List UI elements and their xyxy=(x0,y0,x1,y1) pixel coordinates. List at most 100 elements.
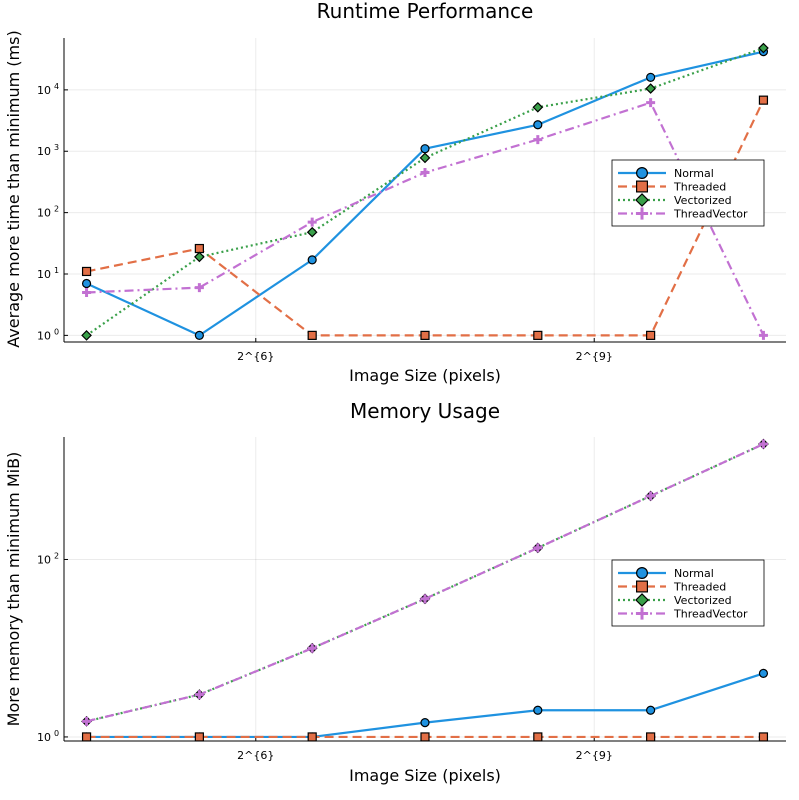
memory-y-axis-label: More memory than minimum MiB) xyxy=(4,452,23,727)
point-threaded-3 xyxy=(420,732,430,742)
y-tick-label-1: 10 xyxy=(37,268,51,281)
point-normal-3 xyxy=(420,718,430,728)
point-threaded-3 xyxy=(420,330,430,340)
memory-series xyxy=(81,438,769,742)
point-vectorized-0 xyxy=(81,330,92,341)
legend-label-normal: Normal xyxy=(674,567,714,580)
point-normal-5 xyxy=(646,72,656,82)
point-vectorized-6 xyxy=(758,42,769,54)
legend-item-threadvector: ThreadVector xyxy=(618,607,748,621)
legend-item-normal: Normal xyxy=(618,566,714,580)
series-normal xyxy=(81,668,769,742)
legend-item-vectorized: Vectorized xyxy=(618,193,732,207)
point-normal-4 xyxy=(533,120,543,130)
point-threaded-4 xyxy=(533,732,543,742)
runtime-chart-panel: Runtime Performance Image Size (pixels) … xyxy=(4,0,786,385)
y-tick-label-2: 10 xyxy=(37,207,51,220)
point-threaded-5 xyxy=(646,330,656,340)
legend-label-vectorized: Vectorized xyxy=(674,594,732,607)
series-threadvector xyxy=(82,98,768,340)
legend-label-normal: Normal xyxy=(674,167,714,180)
point-threaded-2 xyxy=(307,330,317,340)
y-tick-label-3: 10 xyxy=(37,145,51,158)
runtime-chart-title: Runtime Performance xyxy=(317,0,534,23)
series-threaded xyxy=(81,95,769,340)
y-tick-exponent-4: 4 xyxy=(54,82,59,91)
point-normal-4 xyxy=(533,705,543,715)
legend-item-threaded: Threaded xyxy=(618,580,726,594)
runtime-y-axis-label: Average more time than minimum (ms) xyxy=(4,30,23,347)
x-tick-label-0: 2^{6} xyxy=(237,350,274,363)
point-threadvector-6 xyxy=(758,439,768,449)
memory-chart-title: Memory Usage xyxy=(350,399,500,423)
legend-marker-threaded xyxy=(635,180,648,193)
legend-marker-threadvector xyxy=(635,207,649,220)
x-tick-label-0: 2^{6} xyxy=(237,749,274,762)
point-threaded-2 xyxy=(307,732,317,742)
memory-x-axis-label: Image Size (pixels) xyxy=(349,766,501,785)
point-threaded-1 xyxy=(194,243,204,254)
point-threadvector-3 xyxy=(420,168,430,178)
y-tick-exponent-0: 0 xyxy=(54,729,59,738)
runtime-axes xyxy=(63,38,786,343)
point-threaded-0 xyxy=(81,732,92,742)
point-threadvector-1 xyxy=(194,690,204,700)
point-vectorized-5 xyxy=(645,83,656,94)
point-threaded-6 xyxy=(758,732,769,742)
legend-marker-normal xyxy=(635,566,648,579)
point-threadvector-0 xyxy=(82,716,92,726)
legend-item-threadvector: ThreadVector xyxy=(618,207,748,221)
x-tick-label-1: 2^{9} xyxy=(576,749,613,762)
y-tick-exponent-1: 2 xyxy=(54,551,59,560)
y-tick-exponent-0: 0 xyxy=(54,327,59,336)
point-vectorized-4 xyxy=(532,101,544,113)
point-normal-1 xyxy=(194,330,204,340)
point-threadvector-4 xyxy=(533,543,543,553)
legend-label-vectorized: Vectorized xyxy=(674,194,732,207)
point-threadvector-2 xyxy=(307,217,317,227)
point-threaded-0 xyxy=(81,266,92,277)
runtime-x-axis-label: Image Size (pixels) xyxy=(349,366,501,385)
point-threaded-5 xyxy=(646,732,656,742)
point-normal-2 xyxy=(307,255,317,265)
legend-label-threadvector: ThreadVector xyxy=(673,608,748,621)
point-threadvector-3 xyxy=(420,594,430,604)
legend-marker-threadvector xyxy=(635,607,649,620)
legend-item-vectorized: Vectorized xyxy=(618,593,732,607)
point-normal-0 xyxy=(81,278,92,289)
legend-item-normal: Normal xyxy=(618,167,714,180)
point-threadvector-2 xyxy=(307,643,317,653)
y-tick-label-1: 10 xyxy=(37,553,51,566)
legend-marker-normal xyxy=(635,167,648,180)
legend-marker-vectorized xyxy=(635,193,649,207)
point-threaded-4 xyxy=(533,330,543,340)
point-normal-5 xyxy=(646,705,656,715)
point-threadvector-6 xyxy=(758,330,768,340)
legend-marker-threaded xyxy=(635,580,648,593)
runtime-series xyxy=(81,42,769,341)
legend-marker-vectorized xyxy=(635,593,649,607)
memory-chart-panel: Memory Usage Image Size (pixels) More me… xyxy=(4,399,786,785)
point-vectorized-2 xyxy=(306,226,318,238)
point-threadvector-5 xyxy=(646,491,656,501)
point-threadvector-0 xyxy=(82,287,92,297)
y-tick-exponent-3: 3 xyxy=(54,143,59,152)
series-vectorized xyxy=(81,42,769,341)
series-normal xyxy=(81,47,769,340)
point-threadvector-1 xyxy=(194,283,204,293)
y-tick-label-0: 10 xyxy=(37,731,51,744)
x-tick-label-1: 2^{9} xyxy=(576,350,613,363)
point-threadvector-4 xyxy=(533,135,543,145)
y-tick-exponent-2: 2 xyxy=(54,205,59,214)
point-threaded-6 xyxy=(758,95,769,105)
y-tick-label-0: 10 xyxy=(37,329,51,342)
series-threaded xyxy=(81,732,769,742)
series-threadvector xyxy=(82,439,768,726)
legend-label-threadvector: ThreadVector xyxy=(673,208,748,221)
y-tick-label-4: 10 xyxy=(37,84,51,97)
